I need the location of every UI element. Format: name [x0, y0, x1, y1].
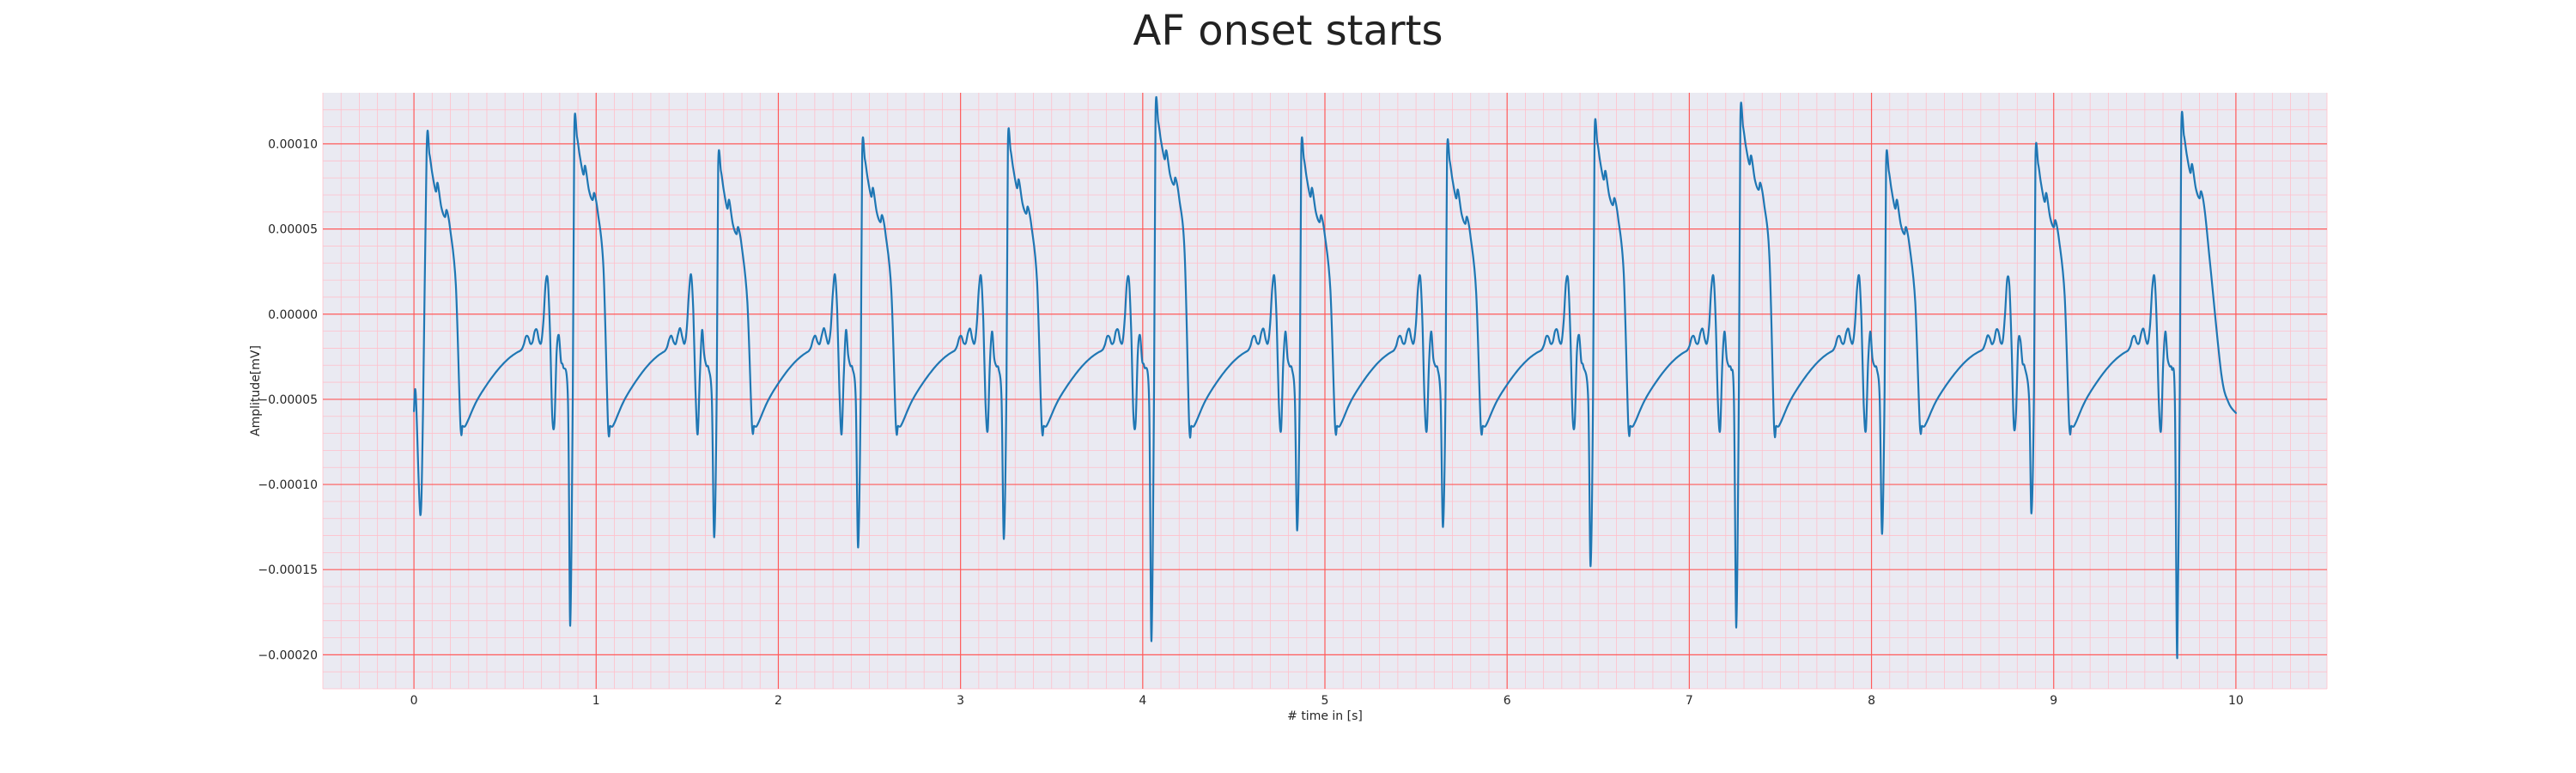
x-tick-label: 0 — [410, 694, 418, 708]
chart-title: AF onset starts — [1133, 7, 1443, 55]
y-tick-label: −0.00020 — [258, 648, 318, 662]
y-tick-label: −0.00005 — [258, 393, 318, 407]
x-tick-label: 9 — [2050, 694, 2057, 708]
y-tick-label: −0.00010 — [258, 478, 318, 492]
x-tick-label: 3 — [957, 694, 964, 708]
x-tick-label: 6 — [1504, 694, 1511, 708]
x-tick-label: 7 — [1686, 694, 1693, 708]
x-tick-label: 4 — [1139, 694, 1146, 708]
x-tick-label: 1 — [592, 694, 600, 708]
y-tick-label: 0.00000 — [268, 308, 318, 322]
x-tick-label: 8 — [1868, 694, 1875, 708]
y-tick-label: 0.00010 — [268, 137, 318, 151]
x-axis-label: # time in [s] — [1287, 709, 1363, 723]
x-tick-label: 10 — [2228, 694, 2244, 708]
y-axis-label: Amplitude[mV] — [249, 345, 263, 436]
y-tick-label: 0.00005 — [268, 223, 318, 237]
x-tick-label: 5 — [1321, 694, 1329, 708]
x-tick-label: 2 — [775, 694, 782, 708]
y-tick-label: −0.00015 — [258, 563, 318, 577]
